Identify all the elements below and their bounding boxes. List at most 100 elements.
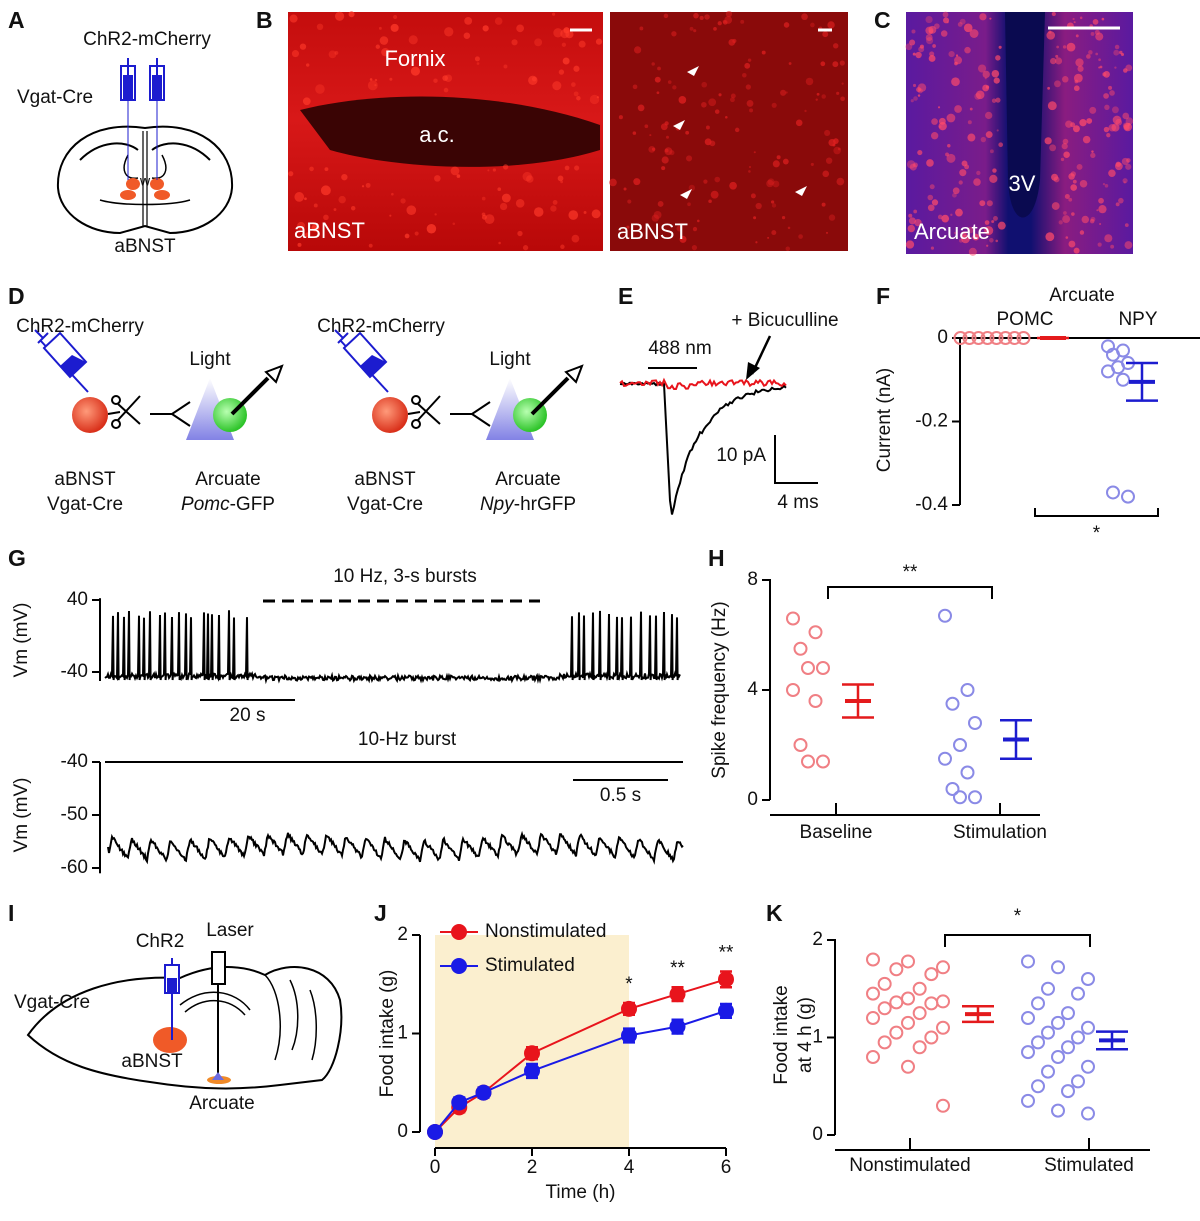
speckle — [742, 72, 747, 78]
data-point — [816, 754, 830, 769]
speckle — [557, 175, 564, 182]
data-point — [945, 782, 960, 796]
speckle — [1075, 58, 1084, 67]
speckle — [915, 51, 922, 59]
speckle — [1103, 93, 1109, 99]
data-point — [1121, 489, 1135, 504]
reporter-gene: Pomc — [181, 494, 230, 515]
scale-bar-label: 0.5 s — [600, 785, 641, 806]
category-label: Baseline — [800, 822, 873, 843]
speckle — [986, 244, 989, 247]
speckle — [815, 98, 818, 101]
speckle — [558, 69, 565, 75]
data-point — [786, 611, 800, 626]
speckle — [810, 162, 814, 166]
speckle — [1123, 68, 1128, 73]
speckle — [576, 95, 581, 101]
source-label: aBNST — [354, 469, 416, 490]
speckle — [964, 164, 970, 170]
data-point — [877, 1035, 892, 1050]
panel-label: K — [766, 900, 783, 926]
speckle — [836, 91, 840, 95]
y-tick-label: 2 — [397, 924, 408, 945]
scale-label: 10 pA — [716, 445, 766, 466]
data-point — [793, 641, 808, 656]
speckle — [911, 29, 916, 34]
category-label: NPY — [1118, 309, 1157, 330]
speckle — [917, 150, 923, 156]
speckle — [571, 82, 576, 87]
speckle — [1072, 179, 1077, 184]
data-point — [1081, 972, 1095, 986]
arrowheads — [673, 66, 807, 199]
data-point — [808, 625, 823, 640]
speckle — [771, 203, 777, 208]
speckle — [1114, 44, 1120, 50]
speckle — [573, 91, 579, 97]
speckle — [618, 115, 623, 120]
x-tick-label: 0 — [430, 1157, 441, 1178]
speckle — [984, 220, 990, 225]
speckle — [1061, 143, 1068, 150]
mouse-label: Vgat-Cre — [17, 87, 93, 108]
speckle — [747, 58, 752, 62]
speckle — [713, 27, 717, 31]
speckle — [1113, 49, 1120, 56]
speckle — [350, 206, 356, 211]
speckle — [534, 38, 543, 47]
speckle — [701, 81, 708, 88]
data-point — [1051, 1103, 1065, 1118]
speckle — [1099, 222, 1102, 226]
speckle — [805, 77, 814, 86]
speckle — [1095, 32, 1104, 41]
speckle — [948, 50, 955, 58]
speckle — [1047, 101, 1057, 111]
speckle — [772, 180, 780, 188]
speckle — [306, 63, 310, 67]
micrograph-texture — [288, 10, 1134, 256]
speckle — [685, 130, 690, 135]
speckle — [804, 109, 807, 113]
speckle — [785, 91, 788, 94]
data-point — [1106, 347, 1120, 362]
speckle — [1092, 19, 1099, 25]
micrograph-dark — [300, 96, 600, 167]
speckle — [687, 202, 691, 207]
speckle — [517, 230, 523, 237]
legend-label: Nonstimulated — [485, 921, 606, 942]
y-axis-label: at 4 h (g) — [795, 997, 816, 1073]
speckle — [578, 40, 586, 48]
speckle — [297, 221, 305, 230]
speckle — [348, 11, 355, 18]
speckle — [905, 43, 913, 51]
speckle — [995, 239, 999, 243]
data-point — [1081, 1106, 1095, 1121]
reporter-label: Pomc-GFP — [181, 494, 275, 515]
speckle — [501, 193, 511, 203]
speckle — [1051, 202, 1060, 210]
speckle — [931, 118, 938, 125]
speckle — [705, 125, 710, 130]
speckle — [841, 82, 844, 85]
speckle — [637, 104, 645, 112]
y-axis-label: Vm (mV) — [11, 603, 32, 678]
panel-label: E — [618, 283, 633, 309]
speckle — [481, 196, 486, 201]
speckle — [995, 97, 1001, 103]
image-label: a.c. — [419, 122, 454, 147]
speckle — [591, 209, 601, 219]
data-point — [801, 754, 815, 769]
data-point — [962, 331, 977, 345]
speckle — [1076, 163, 1083, 170]
speckle — [381, 47, 390, 57]
data-point — [808, 694, 823, 708]
speckle — [375, 44, 380, 49]
speckle — [957, 21, 963, 27]
y-axis-label: Current (nA) — [874, 368, 895, 473]
speckle — [653, 211, 662, 219]
speckle — [1073, 247, 1080, 254]
y-tick-label: 0 — [397, 1121, 408, 1142]
speckle — [917, 83, 927, 92]
source-line-label: Vgat-Cre — [47, 494, 123, 515]
speckle — [474, 56, 480, 62]
